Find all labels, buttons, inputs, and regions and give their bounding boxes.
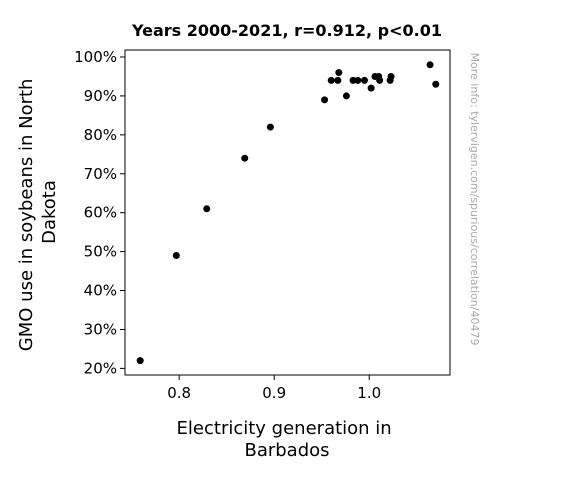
source-credit: More info: tylervigen.com/spurious/corre…: [468, 53, 481, 346]
y-axis-label-line-2: Dakota: [39, 180, 60, 244]
data-point: [266, 123, 274, 131]
data-point: [172, 252, 180, 260]
y-tick-label: 30%: [84, 320, 117, 338]
data-point: [376, 76, 384, 84]
data-point: [241, 154, 249, 162]
plot-area: [124, 49, 451, 376]
data-point: [136, 357, 144, 365]
y-tick-label: 40%: [84, 282, 117, 300]
x-tick-label: 0.9: [262, 384, 286, 402]
data-point: [334, 76, 342, 84]
data-point: [387, 72, 395, 80]
data-point: [360, 76, 368, 84]
data-points: [136, 61, 440, 365]
x-axis-label-line-2: Barbados: [244, 440, 329, 461]
data-point: [342, 92, 350, 100]
y-axis-label-line-1: GMO use in soybeans in North: [16, 79, 37, 352]
data-point: [335, 69, 343, 77]
x-tick-label: 0.8: [167, 384, 191, 402]
y-tick-label: 20%: [84, 359, 117, 377]
x-axis-label-line-1: Electricity generation in: [177, 418, 392, 439]
data-point: [327, 76, 335, 84]
data-point: [354, 76, 362, 84]
data-point: [426, 61, 434, 69]
data-point: [432, 80, 440, 88]
y-axis-label: GMO use in soybeans in North Dakota: [16, 73, 60, 351]
x-axis-ticks: 0.8 0.9 1.0: [167, 375, 381, 402]
plot-frame: [124, 49, 451, 376]
y-tick-label: 90%: [84, 87, 117, 105]
data-point: [203, 205, 211, 213]
y-tick-label: 70%: [84, 165, 117, 183]
y-tick-label: 100%: [74, 48, 117, 66]
y-tick-label: 80%: [84, 126, 117, 144]
y-tick-label: 50%: [84, 243, 117, 261]
x-axis-label: Electricity generation in Barbados: [177, 418, 398, 461]
data-point: [321, 96, 329, 104]
y-axis-ticks: 20% 30% 40% 50% 60% 70% 80% 90% 100%: [74, 48, 125, 377]
y-tick-label: 60%: [84, 204, 117, 222]
chart-title: Years 2000-2021, r=0.912, p<0.01: [131, 21, 442, 40]
x-tick-label: 1.0: [357, 384, 381, 402]
data-point: [367, 84, 375, 92]
